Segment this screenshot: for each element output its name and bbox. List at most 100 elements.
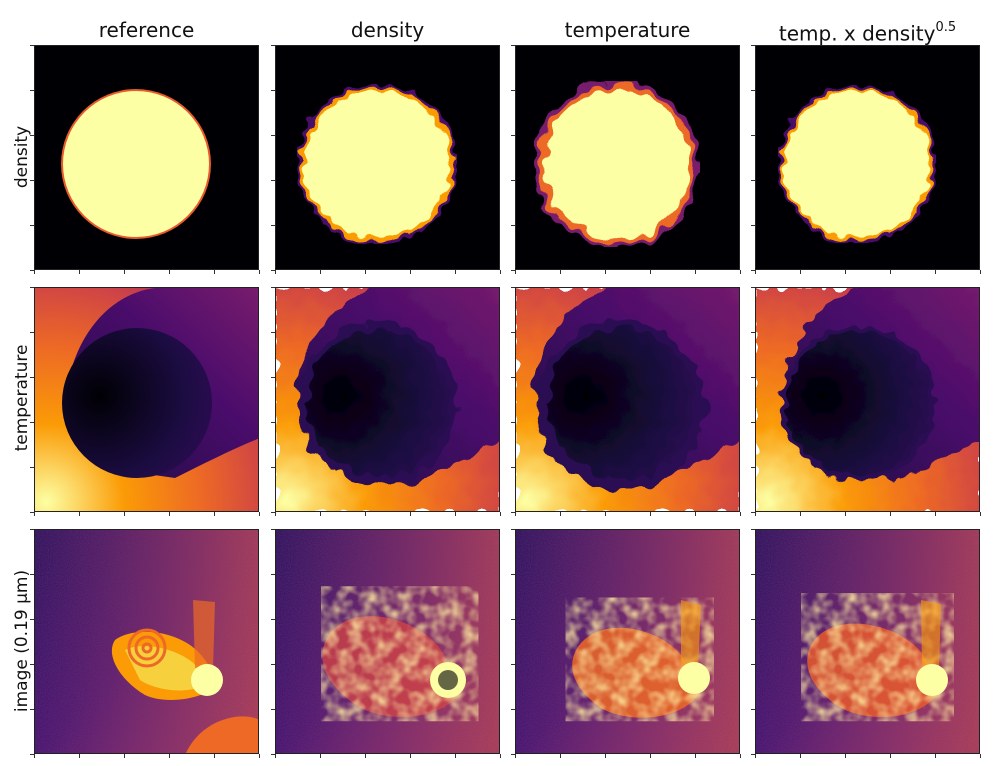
axis-tick (560, 270, 561, 274)
axis-tick (271, 619, 275, 620)
column-title-reference: reference (98, 18, 195, 42)
axis-tick (751, 574, 755, 575)
axis-tick (124, 270, 125, 274)
axis-tick (271, 45, 275, 46)
axis-tick (271, 377, 275, 378)
axis-tick (30, 135, 34, 136)
axis-tick (79, 270, 80, 274)
panel-image-temp-x-density (755, 529, 980, 754)
axis-tick (980, 512, 981, 516)
axis-tick (511, 574, 515, 575)
axis-tick (511, 709, 515, 710)
column-title-temp-x-density: temp. x density0.5 (755, 18, 980, 46)
axis-tick (271, 332, 275, 333)
axis-tick (751, 135, 755, 136)
axis-tick (271, 180, 275, 181)
axis-tick (980, 270, 981, 274)
axis-tick (751, 45, 755, 46)
row-label-image: image (0.19 μm) (12, 569, 32, 713)
axis-tick (30, 664, 34, 665)
axis-tick (605, 270, 606, 274)
axis-tick (800, 512, 801, 516)
column-title-temperature: temperature (564, 18, 691, 42)
axis-tick (30, 619, 34, 620)
axis-tick (560, 754, 561, 758)
axis-tick (30, 180, 34, 181)
axis-tick (511, 287, 515, 288)
axis-tick (410, 270, 411, 274)
axis-tick (30, 332, 34, 333)
axis-tick (695, 512, 696, 516)
axis-tick (511, 754, 515, 755)
axis-tick (271, 90, 275, 91)
axis-tick (271, 225, 275, 226)
axis-tick (751, 512, 755, 513)
axis-tick (511, 664, 515, 665)
axis-tick (271, 512, 275, 513)
axis-tick (455, 270, 456, 274)
axis-tick (259, 512, 260, 516)
axis-tick (751, 664, 755, 665)
axis-tick (511, 270, 515, 271)
axis-tick (30, 574, 34, 575)
axis-tick (695, 754, 696, 758)
axis-tick (30, 709, 34, 710)
column-title-text: temp. x density (778, 21, 936, 46)
axis-tick (890, 512, 891, 516)
axis-tick (515, 512, 516, 516)
axis-tick (271, 574, 275, 575)
axis-tick (511, 180, 515, 181)
axis-tick (650, 754, 651, 758)
axis-tick (751, 754, 755, 755)
axis-tick (695, 270, 696, 274)
axis-tick (500, 512, 501, 516)
axis-tick (30, 377, 34, 378)
axis-tick (751, 287, 755, 288)
axis-tick (935, 270, 936, 274)
axis-tick (751, 225, 755, 226)
axis-tick (30, 287, 34, 288)
axis-tick (650, 270, 651, 274)
row-label-temperature: temperature (12, 344, 32, 452)
panel-density-density (275, 45, 500, 270)
axis-tick (34, 512, 35, 516)
axis-tick (560, 512, 561, 516)
axis-tick (500, 754, 501, 758)
axis-tick (511, 90, 515, 91)
axis-tick (30, 529, 34, 530)
axis-tick (605, 754, 606, 758)
axis-tick (214, 270, 215, 274)
row-label-density: density (12, 125, 32, 189)
axis-tick (980, 754, 981, 758)
axis-tick (751, 90, 755, 91)
column-title-superscript: 0.5 (935, 20, 957, 35)
axis-tick (30, 90, 34, 91)
axis-tick (751, 270, 755, 271)
axis-tick (275, 754, 276, 758)
axis-tick (79, 512, 80, 516)
axis-tick (365, 270, 366, 274)
axis-tick (79, 754, 80, 758)
axis-tick (751, 180, 755, 181)
axis-tick (34, 754, 35, 758)
axis-tick (275, 270, 276, 274)
axis-tick (511, 377, 515, 378)
axis-tick (500, 270, 501, 274)
axis-tick (740, 754, 741, 758)
axis-tick (605, 512, 606, 516)
axis-tick (511, 467, 515, 468)
axis-tick (124, 754, 125, 758)
axis-tick (30, 45, 34, 46)
axis-tick (275, 512, 276, 516)
axis-tick (935, 512, 936, 516)
axis-tick (800, 270, 801, 274)
axis-tick (271, 664, 275, 665)
axis-tick (271, 270, 275, 271)
axis-tick (124, 512, 125, 516)
axis-tick (511, 135, 515, 136)
panel-temperature-temperature (515, 287, 740, 512)
panel-temperature-reference (34, 287, 259, 512)
axis-tick (271, 422, 275, 423)
axis-tick (320, 512, 321, 516)
panel-temperature-density (275, 287, 500, 512)
